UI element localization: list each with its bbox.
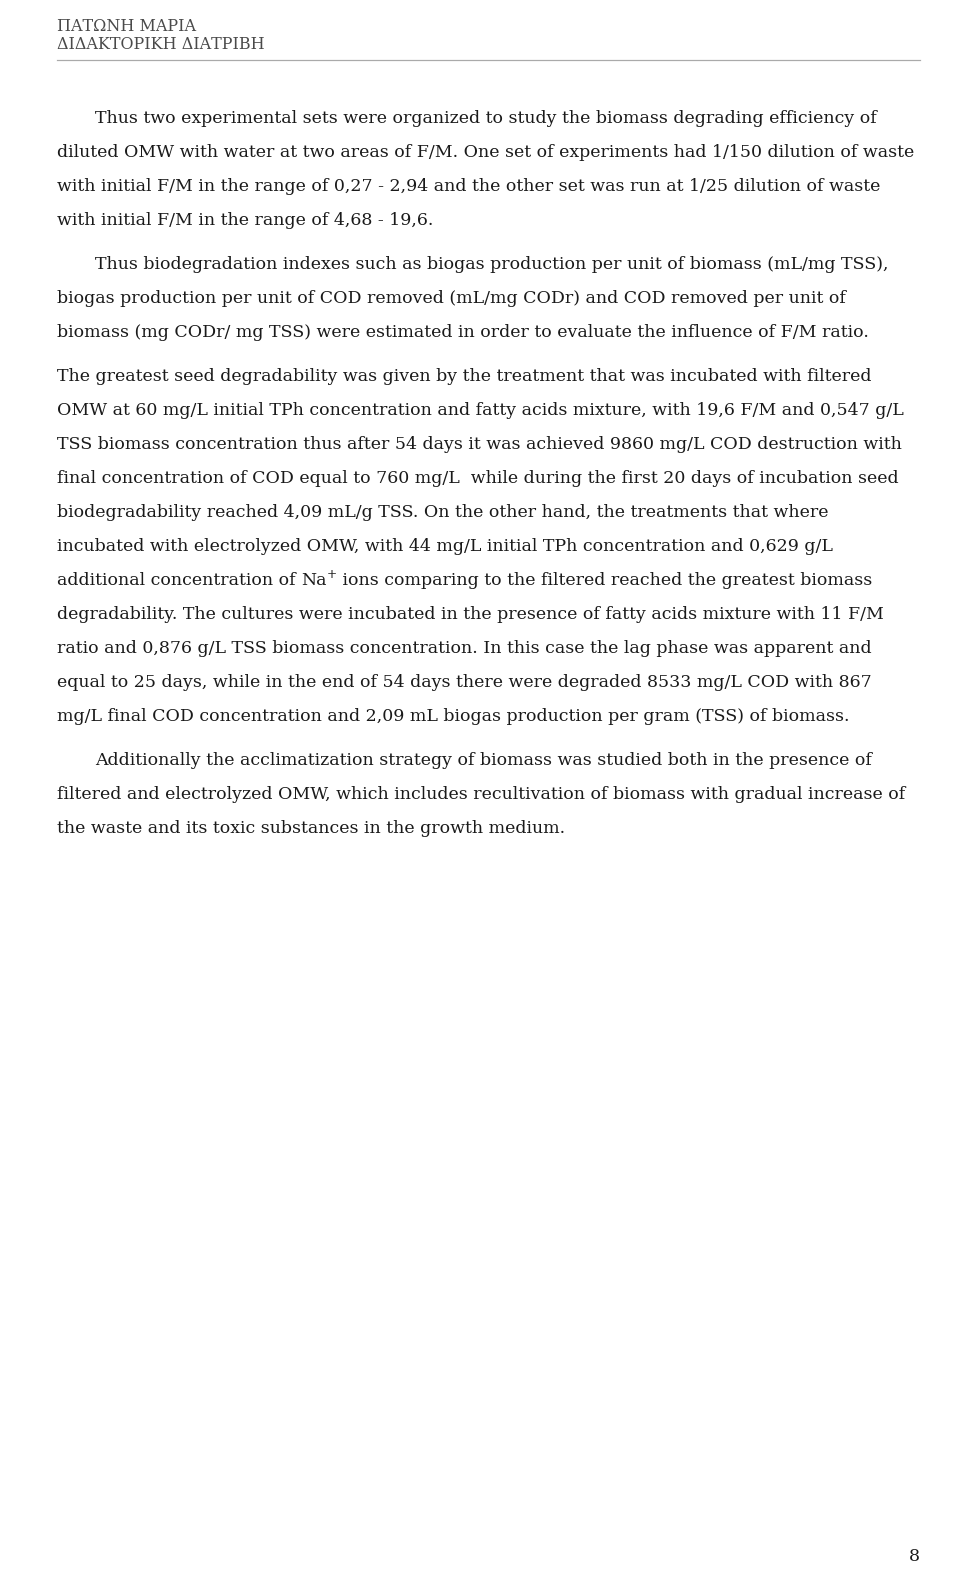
Text: ΠΑΤΩΝΗ ΜΑΡΙΑ: ΠΑΤΩΝΗ ΜΑΡΙΑ bbox=[57, 17, 196, 35]
Text: +: + bbox=[326, 567, 337, 582]
Text: equal to 25 days, while in the end of 54 days there were degraded 8533 mg/L COD : equal to 25 days, while in the end of 54… bbox=[57, 674, 872, 691]
Text: degradability. The cultures were incubated in the presence of fatty acids mixtur: degradability. The cultures were incubat… bbox=[57, 605, 884, 623]
Text: Thus two experimental sets were organized to study the biomass degrading efficie: Thus two experimental sets were organize… bbox=[95, 110, 876, 127]
Text: OMW at 60 mg/L initial TPh concentration and fatty acids mixture, with 19,6 F/M : OMW at 60 mg/L initial TPh concentration… bbox=[57, 402, 903, 419]
Text: ions comparing to the filtered reached the greatest biomass: ions comparing to the filtered reached t… bbox=[337, 572, 872, 590]
Text: final concentration of COD equal to 760 mg/L  while during the first 20 days of : final concentration of COD equal to 760 … bbox=[57, 470, 899, 486]
Text: additional concentration of: additional concentration of bbox=[57, 572, 301, 590]
Text: biogas production per unit of COD removed (mL/mg CODr) and COD removed per unit : biogas production per unit of COD remove… bbox=[57, 291, 846, 307]
Text: TSS biomass concentration thus after 54 days it was achieved 9860 mg/L COD destr: TSS biomass concentration thus after 54 … bbox=[57, 435, 901, 453]
Text: biomass (mg CODr/ mg TSS) were estimated in order to evaluate the influence of F: biomass (mg CODr/ mg TSS) were estimated… bbox=[57, 324, 869, 342]
Text: Na: Na bbox=[301, 572, 326, 590]
Text: incubated with electrolyzed OMW, with 44 mg/L initial TPh concentration and 0,62: incubated with electrolyzed OMW, with 44… bbox=[57, 539, 833, 555]
Text: Additionally the acclimatization strategy of biomass was studied both in the pre: Additionally the acclimatization strateg… bbox=[95, 752, 872, 769]
Text: filtered and electrolyzed OMW, which includes recultivation of biomass with grad: filtered and electrolyzed OMW, which inc… bbox=[57, 787, 905, 802]
Text: diluted OMW with water at two areas of F/M. One set of experiments had 1/150 dil: diluted OMW with water at two areas of F… bbox=[57, 145, 914, 160]
Text: the waste and its toxic substances in the growth medium.: the waste and its toxic substances in th… bbox=[57, 820, 565, 837]
Text: 8: 8 bbox=[909, 1548, 920, 1565]
Text: Thus biodegradation indexes such as biogas production per unit of biomass (mL/mg: Thus biodegradation indexes such as biog… bbox=[95, 256, 889, 273]
Text: with initial F/M in the range of 0,27 - 2,94 and the other set was run at 1/25 d: with initial F/M in the range of 0,27 - … bbox=[57, 178, 880, 195]
Text: ratio and 0,876 g/L TSS biomass concentration. In this case the lag phase was ap: ratio and 0,876 g/L TSS biomass concentr… bbox=[57, 640, 872, 656]
Text: ΔΙΔΑΚΤΟΡΙΚΗ ΔΙΑΤΡΙΒΗ: ΔΙΔΑΚΤΟΡΙΚΗ ΔΙΑΤΡΙΒΗ bbox=[57, 37, 265, 52]
Text: with initial F/M in the range of 4,68 - 19,6.: with initial F/M in the range of 4,68 - … bbox=[57, 211, 433, 229]
Text: biodegradability reached 4,09 mL/g TSS. On the other hand, the treatments that w: biodegradability reached 4,09 mL/g TSS. … bbox=[57, 504, 828, 521]
Text: The greatest seed degradability was given by the treatment that was incubated wi: The greatest seed degradability was give… bbox=[57, 369, 872, 385]
Text: mg/L final COD concentration and 2,09 mL biogas production per gram (TSS) of bio: mg/L final COD concentration and 2,09 mL… bbox=[57, 709, 850, 725]
